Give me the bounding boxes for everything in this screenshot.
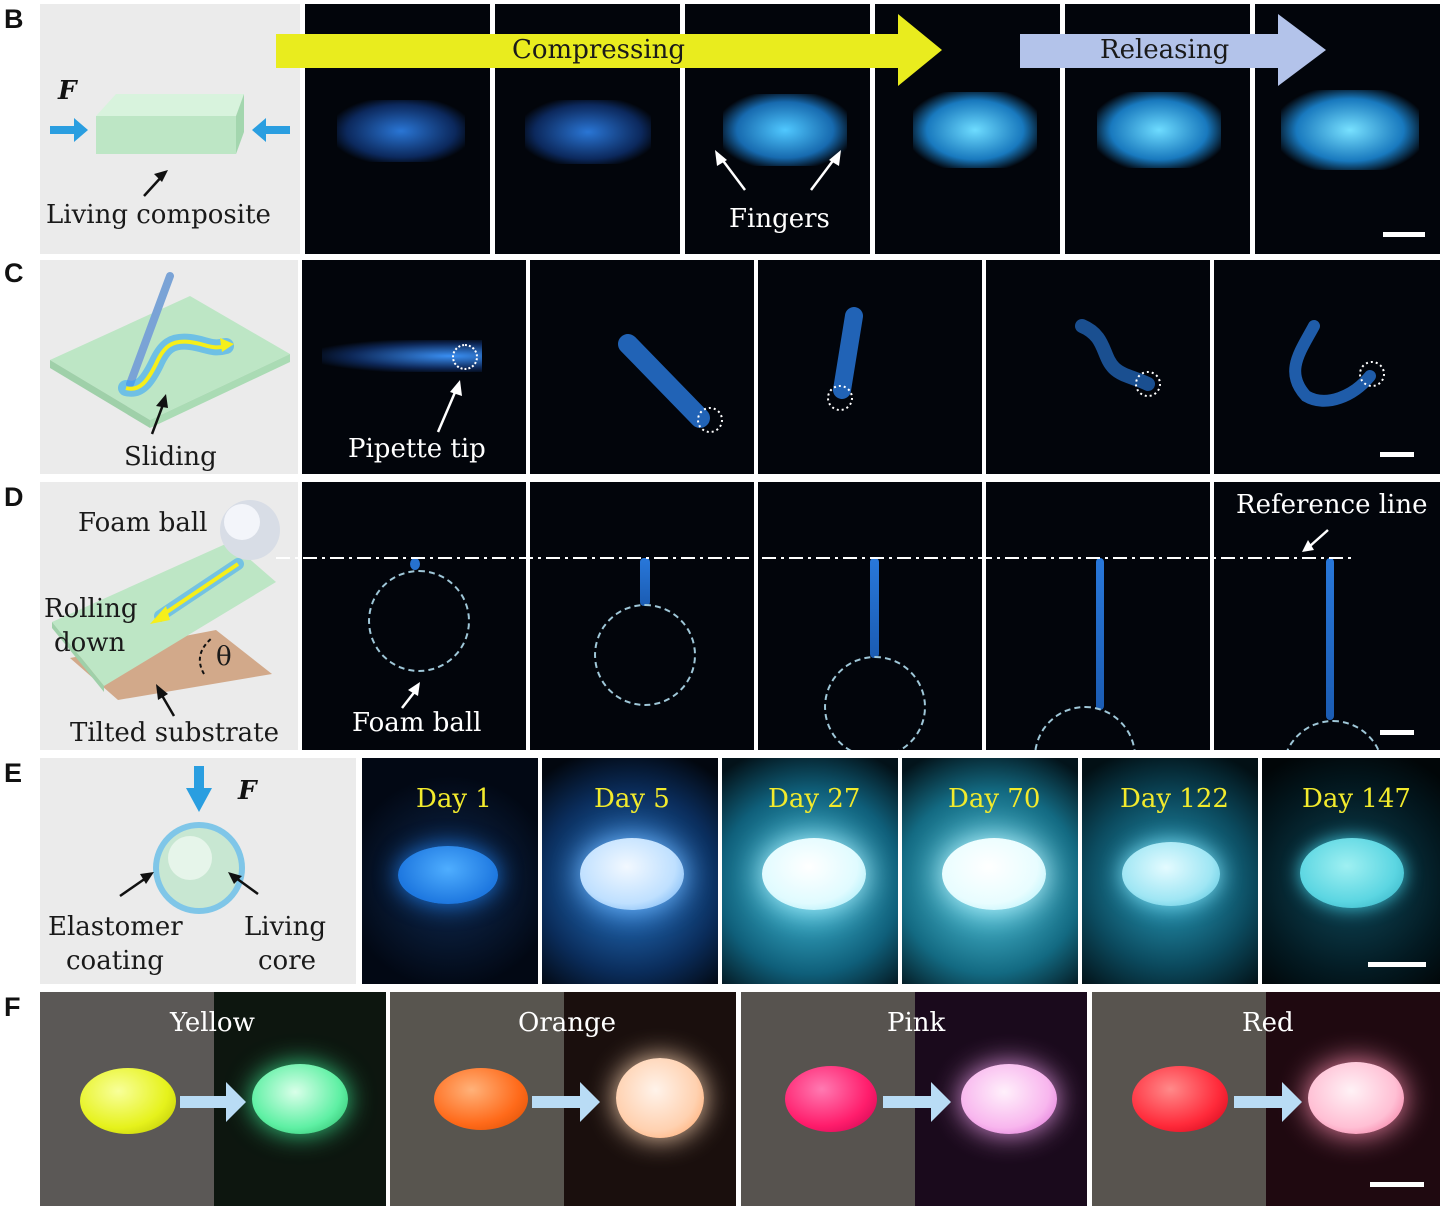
day-label-5: Day 122 [1120,784,1229,814]
pipette-tip-label: Pipette tip [348,434,486,464]
panel-label-d: D [4,482,24,513]
foam-ball-schematic-label: Foam ball [78,508,207,538]
frame-c-2 [530,260,754,474]
scale-bar-b [1383,232,1425,237]
color-label-pink: Pink [887,1008,945,1038]
sliding-label: Sliding [124,442,217,472]
frame-f-orange: Orange [390,992,736,1206]
process-arrows [0,0,1449,90]
frame-c-5 [1214,260,1440,474]
frame-e-6: Day 147 [1262,758,1440,984]
tilted-substrate-label: Tilted substrate [70,718,279,748]
color-label-orange: Orange [518,1008,616,1038]
day-label-1: Day 1 [416,784,492,814]
reference-line-label: Reference line [1236,490,1428,520]
color-label-red: Red [1242,1008,1294,1038]
foam-ball-frame-label: Foam ball [352,708,481,738]
scale-bar-e [1368,962,1426,967]
rolling-label-1: Rolling [44,594,138,624]
frame-f-yellow: Yellow [40,992,386,1206]
panel-label-f: F [4,992,21,1023]
day-label-6: Day 147 [1302,784,1411,814]
frame-e-3: Day 27 [722,758,898,984]
reference-line [0,553,1449,563]
living-core-label-2: core [258,946,316,976]
schematic-c: Sliding [40,260,298,474]
day-label-4: Day 70 [948,784,1040,814]
frame-c-1: Pipette tip [302,260,526,474]
fingers-label: Fingers [729,204,830,234]
elastomer-label-1: Elastomer [48,912,183,942]
frame-d-1: Foam ball [302,482,526,750]
schematic-e: F Elastomer coating Living core [40,758,356,984]
scale-bar-f [1370,1182,1424,1187]
elastomer-label-2: coating [66,946,164,976]
day-label-3: Day 27 [768,784,860,814]
compressing-label: Compressing [512,35,685,65]
frame-d-3 [758,482,982,750]
frame-f-pink: Pink [741,992,1087,1206]
panel-label-c: C [4,258,24,289]
schematic-d: Foam ball Rolling down θ Tilted substrat… [40,482,298,750]
force-symbol-e: F [238,776,256,806]
day-label-2: Day 5 [594,784,670,814]
frame-c-4 [986,260,1210,474]
frame-e-5: Day 122 [1082,758,1258,984]
releasing-label: Releasing [1100,35,1229,65]
color-label-yellow: Yellow [170,1008,255,1038]
frame-e-1: Day 1 [362,758,538,984]
living-core-label-1: Living [244,912,326,942]
frame-d-4 [986,482,1210,750]
frame-d-5: Reference line [1214,482,1440,750]
scale-bar-d [1380,730,1414,735]
frame-c-3 [758,260,982,474]
frame-d-2 [530,482,754,750]
frame-e-4: Day 70 [902,758,1078,984]
rolling-label-2: down [54,628,125,658]
panel-label-e: E [4,758,22,789]
theta-symbol: θ [216,642,232,672]
scale-bar-c [1380,452,1414,457]
frame-f-red: Red [1092,992,1440,1206]
living-composite-label: Living composite [46,200,271,230]
frame-e-2: Day 5 [542,758,718,984]
